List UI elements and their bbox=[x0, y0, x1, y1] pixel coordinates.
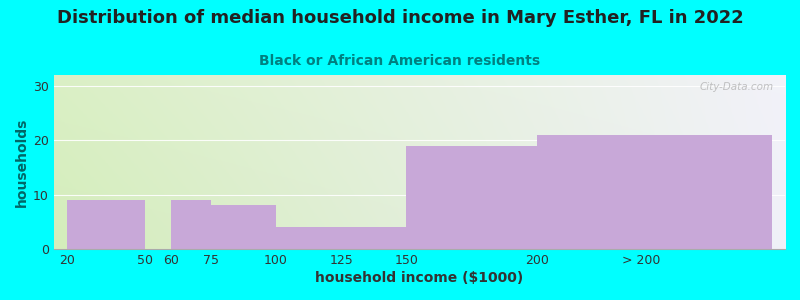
Text: Distribution of median household income in Mary Esther, FL in 2022: Distribution of median household income … bbox=[57, 9, 743, 27]
Y-axis label: households: households bbox=[15, 117, 29, 207]
Bar bbox=[171, 200, 210, 249]
Bar bbox=[276, 227, 341, 249]
Bar bbox=[341, 227, 406, 249]
Text: Black or African American residents: Black or African American residents bbox=[259, 54, 541, 68]
Bar bbox=[642, 135, 772, 249]
Bar bbox=[67, 200, 146, 249]
Bar bbox=[406, 146, 537, 249]
X-axis label: household income ($1000): household income ($1000) bbox=[315, 271, 523, 285]
Text: City-Data.com: City-Data.com bbox=[700, 82, 774, 92]
Bar bbox=[210, 206, 276, 249]
Bar bbox=[537, 135, 642, 249]
